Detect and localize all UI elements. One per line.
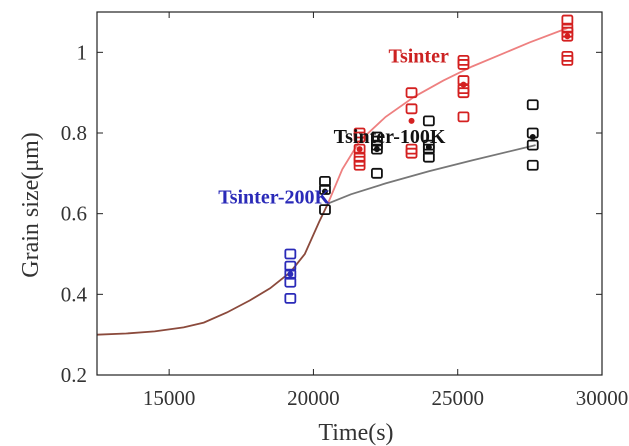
marker-tsinter-100k — [526, 99, 539, 111]
mean-dot-tsinter-200k — [287, 271, 294, 278]
marker-tsinter-100k — [526, 159, 539, 171]
model-curve-2 — [327, 144, 536, 205]
marker-tsinter — [457, 111, 470, 123]
annotation-tsinter-100k: Tsinter-100K — [334, 126, 446, 148]
marker-tsinter — [457, 87, 470, 99]
axes: 15000 20000 25000 30000 0.2 0.4 0.6 0.8 1 — [61, 11, 629, 410]
mean-dot-tsinter-100k — [373, 146, 380, 153]
marker-tsinter-100k — [371, 143, 383, 155]
mean-dot-tsinter-100k — [321, 188, 328, 195]
axes-frame — [96, 11, 603, 376]
marker-tsinter — [353, 159, 366, 171]
marker-tsinter — [561, 30, 574, 42]
labels: Time(s) Grain size(μm) — [18, 132, 394, 446]
y-tick-label: 0.6 — [61, 202, 87, 226]
marker-tsinter-200k — [284, 292, 297, 304]
x-tick-label: 25000 — [431, 386, 484, 410]
y-tick-label: 0.8 — [61, 121, 87, 145]
marker-tsinter-100k — [526, 139, 539, 151]
annotation-tsinter: Tsinter — [388, 45, 449, 67]
mean-dot-tsinter — [408, 117, 415, 124]
x-tick-label: 30000 — [576, 386, 629, 410]
y-tick-label: 0.4 — [61, 282, 88, 306]
marker-tsinter-100k — [319, 175, 331, 187]
marker-tsinter — [405, 87, 418, 99]
marker-tsinter-200k — [284, 276, 297, 288]
marker-tsinter — [561, 55, 574, 66]
marker-tsinter — [353, 143, 366, 155]
x-tick-label: 20000 — [287, 386, 340, 410]
mean-dot-tsinter — [564, 33, 571, 40]
marker-tsinter-100k — [319, 204, 331, 216]
mean-dot-tsinter — [460, 81, 467, 88]
marker-tsinter-200k — [284, 268, 297, 280]
y-tick-label: 0.2 — [61, 363, 87, 387]
mean-dot-tsinter-100k — [425, 144, 432, 151]
model-curve-3 — [327, 27, 568, 204]
marker-tsinter-100k — [422, 151, 435, 163]
marker-tsinter — [405, 103, 418, 115]
mean-dot-tsinter-100k — [529, 134, 536, 141]
x-axis-label: Time(s) — [318, 420, 393, 446]
marker-tsinter — [457, 59, 470, 70]
marker-tsinter-100k — [371, 167, 383, 179]
marker-tsinter-100k — [422, 115, 435, 127]
model-curve-1 — [96, 203, 329, 336]
marker-tsinter — [353, 131, 366, 143]
y-axis-label: Grain size(μm) — [18, 132, 44, 277]
marker-tsinter-200k — [284, 248, 297, 260]
marker-tsinter-200k — [284, 260, 297, 272]
y-tick-label: 1 — [77, 40, 88, 64]
x-tick-label: 15000 — [143, 386, 196, 410]
annotation-tsinter-200k: Tsinter-200K — [218, 187, 330, 209]
mean-dot-tsinter — [356, 146, 363, 153]
plot-area: Tsinter Tsinter-100K Tsinter-200K — [96, 14, 574, 336]
marker-tsinter — [405, 147, 418, 159]
marker-tsinter — [561, 14, 574, 26]
